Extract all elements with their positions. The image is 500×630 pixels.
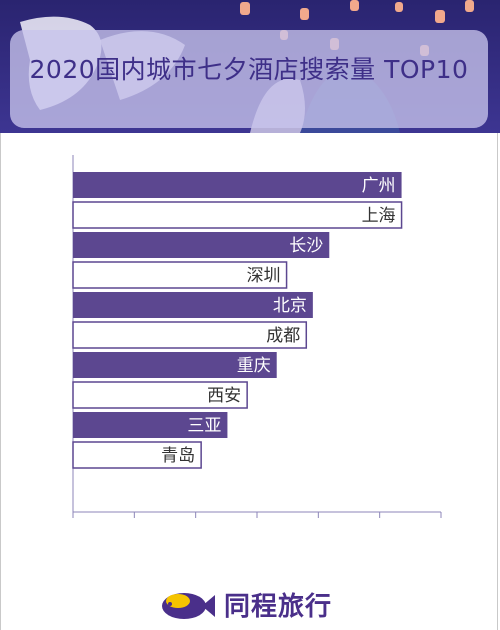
bar-label-4: 深圳 bbox=[247, 266, 281, 286]
bar-1 bbox=[73, 172, 402, 198]
bar-5 bbox=[73, 292, 313, 318]
bar-label-1: 广州 bbox=[362, 176, 396, 196]
bar-label-10: 青岛 bbox=[161, 446, 195, 466]
bar-9 bbox=[73, 412, 228, 438]
brand-logo: 同程旅行 bbox=[158, 584, 332, 624]
brand-name: 同程旅行 bbox=[224, 591, 333, 622]
bar-7 bbox=[73, 352, 277, 378]
bar-4 bbox=[72, 261, 288, 289]
bar-label-7: 重庆 bbox=[237, 356, 271, 376]
brand-fish-icon bbox=[162, 593, 215, 619]
bar-3 bbox=[73, 232, 330, 258]
bar-6 bbox=[72, 321, 308, 349]
bar-label-6: 成都 bbox=[266, 326, 300, 346]
bar-label-8: 西安 bbox=[207, 386, 241, 406]
page-title: 2020国内城市七夕酒店搜索量 TOP10 bbox=[29, 55, 469, 84]
bar-label-5: 北京 bbox=[273, 296, 307, 316]
chart-frame bbox=[0, 133, 498, 630]
bar-2 bbox=[72, 201, 403, 229]
bar-label-2: 上海 bbox=[362, 206, 396, 226]
bar-10 bbox=[72, 441, 202, 469]
header-banner: 2020国内城市七夕酒店搜索量 TOP10 bbox=[0, 0, 500, 133]
title-panel bbox=[10, 30, 488, 128]
bar-label-9: 三亚 bbox=[187, 416, 221, 436]
bar-label-3: 长沙 bbox=[289, 236, 323, 256]
bar-8 bbox=[72, 381, 248, 409]
